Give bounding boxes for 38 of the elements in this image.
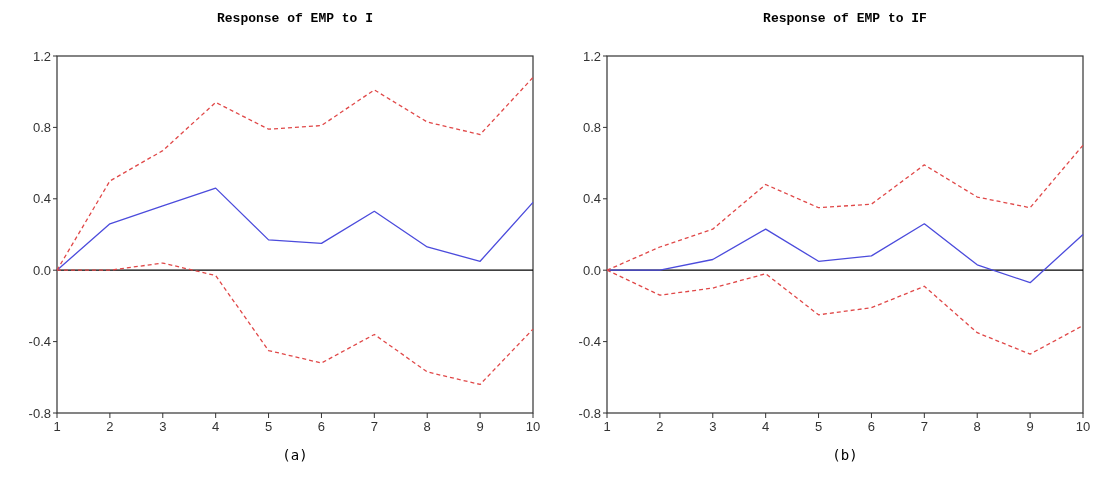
y-tick-label: 1.2 [32,48,51,64]
x-tick-label: 9 [1026,419,1034,434]
x-axis-title: (b) [832,447,858,463]
x-tick-label: 7 [920,419,928,434]
x-tick-label: 8 [973,419,981,434]
y-tick-label: 1.2 [582,48,601,64]
x-tick-label: 4 [212,419,220,434]
y-tick-label: 0.8 [582,119,601,135]
y-tick-label: -0.4 [28,334,51,350]
x-tick-label: 3 [709,419,717,434]
x-tick-label: 4 [762,419,770,434]
y-tick-label: -0.4 [578,334,601,350]
y-tick-label: 0.4 [32,191,51,207]
line-series [606,223,1084,284]
x-tick-label: 3 [159,419,167,434]
x-tick-label: 6 [867,419,876,434]
y-tick-label: 0.0 [32,262,51,278]
x-tick-label: 5 [814,419,823,434]
x-tick-label: 9 [476,419,484,434]
chart-title: Response of EMP to IF [763,11,928,26]
chart-title: Response of EMP to I [216,11,374,26]
x-tick-label: 7 [370,419,378,434]
y-tick-label: -0.8 [28,405,51,421]
x-tick-label: 6 [317,419,326,434]
x-tick-label: 2 [106,419,114,434]
x-tick-label: 1 [603,419,611,434]
x-tick-label: 8 [423,419,431,434]
x-tick-label: 2 [656,419,664,434]
line-series [56,187,534,271]
x-axis-title: (a) [282,447,308,463]
x-tick-label: 10 [1075,419,1091,434]
y-tick-label: 0.0 [582,262,601,278]
x-tick-label: 10 [525,419,541,434]
y-tick-label: 0.8 [32,119,51,135]
y-tick-label: -0.8 [578,405,601,421]
x-tick-label: 1 [53,419,61,434]
x-tick-label: 5 [264,419,273,434]
y-tick-label: 0.4 [582,191,601,207]
